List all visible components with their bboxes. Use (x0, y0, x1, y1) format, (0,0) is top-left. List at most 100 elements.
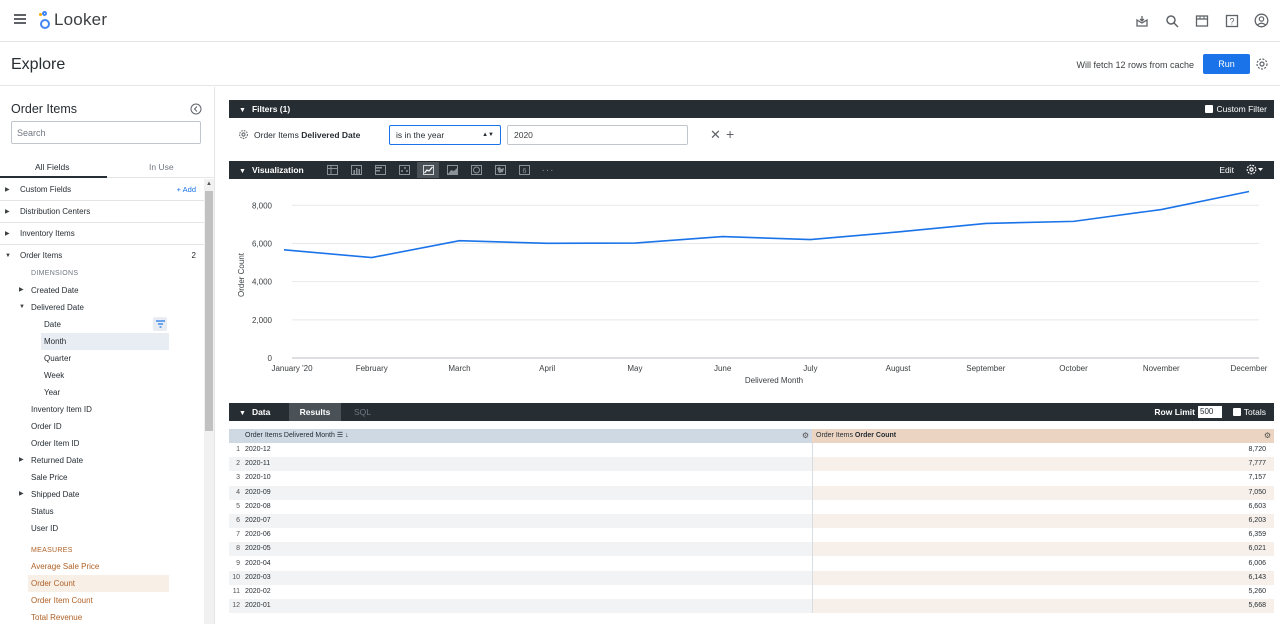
column-header-order-count[interactable]: Order Items Order Count ⚙ (812, 429, 1274, 443)
field-returned-date[interactable]: ▶ Returned Date (0, 452, 204, 469)
cell-order-count[interactable]: 6,359 (1248, 531, 1266, 539)
line-viz-icon[interactable] (417, 162, 439, 178)
data-bar[interactable]: ▼ Data Results SQL Row Limit 500 Totals (229, 403, 1274, 421)
cell-order-count[interactable]: 6,143 (1248, 573, 1266, 581)
filters-bar[interactable]: ▼ Filters (1) Custom Filter (229, 100, 1274, 118)
cell-delivered-month[interactable]: 2020-04 (245, 559, 271, 567)
cell-order-count[interactable]: 7,050 (1248, 488, 1266, 496)
cell-order-count[interactable]: 6,203 (1248, 517, 1266, 524)
field-user-id[interactable]: User ID (31, 524, 59, 533)
viz-settings-icon[interactable] (1246, 164, 1264, 177)
cell-delivered-month[interactable]: 2020-05 (245, 545, 271, 553)
collapse-icon[interactable] (190, 103, 202, 115)
looker-logo[interactable]: Looker (39, 10, 107, 30)
field-order-id[interactable]: Order ID (31, 422, 62, 431)
field-shipped-date[interactable]: ▶ Shipped Date (0, 486, 204, 503)
field-search-input[interactable]: Search (11, 121, 201, 144)
group-inventory-items[interactable]: ▶ Inventory Items (0, 223, 204, 245)
cell-delivered-month[interactable]: 2020-09 (245, 488, 271, 496)
search-placeholder: Search (17, 127, 46, 138)
field-order-item-count[interactable]: Order Item Count (31, 596, 93, 605)
checkbox[interactable] (1232, 408, 1241, 416)
edit-viz-button[interactable]: Edit (1219, 165, 1234, 175)
row-limit-input[interactable]: 500 (1198, 406, 1222, 418)
more-viz-icon[interactable]: ··· (541, 164, 555, 176)
search-icon[interactable] (1163, 12, 1180, 29)
cell-order-count[interactable]: 8,720 (1248, 446, 1266, 453)
cell-delivered-month[interactable]: 2020-02 (245, 588, 271, 595)
field-inventory-item-id[interactable]: Inventory Item ID (31, 405, 92, 414)
area-viz-icon[interactable] (441, 162, 463, 178)
cell-delivered-month[interactable]: 2020-03 (245, 573, 271, 581)
cell-order-count[interactable]: 6,021 (1248, 545, 1266, 553)
scroll-up-icon[interactable]: ▲ (206, 181, 212, 187)
add-custom-field-link[interactable]: + Add (176, 185, 196, 194)
sort-desc-icon[interactable]: ↓ (345, 432, 349, 439)
account-icon[interactable] (1253, 12, 1270, 29)
caret-down-icon: ▼ (5, 253, 11, 259)
add-filter-icon[interactable]: + (726, 126, 735, 142)
visualization-bar[interactable]: ▼ Visualization 6 ··· Edit (229, 161, 1274, 179)
map-viz-icon[interactable] (489, 162, 511, 178)
cell-order-count[interactable]: 7,157 (1248, 474, 1266, 482)
scroll-thumb[interactable] (205, 191, 213, 431)
explore-settings-icon[interactable] (1255, 57, 1269, 71)
help-icon[interactable]: ? (1223, 12, 1240, 29)
cell-order-count[interactable]: 6,006 (1248, 559, 1266, 567)
field-delivered-month[interactable]: Month (0, 333, 204, 350)
field-delivered-quarter[interactable]: Quarter (44, 354, 72, 363)
tab-in-use[interactable]: In Use (149, 162, 174, 172)
custom-filter-toggle[interactable]: Custom Filter (1205, 104, 1267, 114)
cell-delivered-month[interactable]: 2020-10 (245, 474, 271, 482)
cell-delivered-month[interactable]: 2020-08 (245, 502, 271, 510)
field-created-date[interactable]: ▶ Created Date (0, 282, 204, 299)
field-delivered-date[interactable]: ▼ Delivered Date (0, 299, 204, 316)
pie-viz-icon[interactable] (465, 162, 487, 178)
tab-results[interactable]: Results (289, 403, 341, 421)
cell-delivered-month[interactable]: 2020-06 (245, 531, 271, 539)
cell-delivered-month[interactable]: 2020-11 (245, 460, 271, 468)
marketplace-icon[interactable] (1133, 12, 1150, 29)
checkbox[interactable] (1205, 105, 1214, 113)
remove-filter-icon[interactable]: ✕ (710, 127, 721, 142)
cell-order-count[interactable]: 6,603 (1248, 502, 1266, 510)
filter-icon[interactable] (153, 317, 167, 331)
bar-viz-icon[interactable] (369, 162, 391, 178)
field-order-count[interactable]: Order Count (0, 575, 204, 592)
cell-delivered-month[interactable]: 2020-07 (245, 517, 271, 524)
column-viz-icon[interactable] (345, 162, 367, 178)
table-viz-icon[interactable] (321, 162, 343, 178)
field-delivered-week[interactable]: Week (44, 371, 65, 380)
scatter-viz-icon[interactable] (393, 162, 415, 178)
field-delivered-date-date[interactable]: Date (0, 316, 204, 333)
single-value-viz-icon[interactable]: 6 (513, 162, 535, 178)
group-distribution-centers[interactable]: ▶ Distribution Centers (0, 201, 204, 223)
cell-order-count[interactable]: 5,668 (1248, 602, 1266, 610)
filter-operator-select[interactable]: is in the year ▲▼ (389, 125, 501, 145)
store-icon[interactable] (1193, 12, 1210, 29)
field-status[interactable]: Status (31, 507, 54, 516)
column-gear-icon[interactable]: ⚙ (1263, 431, 1271, 440)
filter-gear-icon[interactable] (238, 129, 249, 143)
field-average-sale-price[interactable]: Average Sale Price (31, 562, 100, 571)
cell-order-count[interactable]: 7,777 (1248, 460, 1266, 468)
pivot-icon[interactable]: ☰ (336, 432, 344, 439)
group-order-items[interactable]: ▼ Order Items 2 (0, 246, 204, 266)
field-total-revenue[interactable]: Total Revenue (31, 613, 83, 622)
field-sale-price[interactable]: Sale Price (31, 473, 68, 482)
column-header-delivered-month[interactable]: Order Items Delivered Month ☰ ↓ ⚙ (229, 429, 812, 443)
field-order-item-id[interactable]: Order Item ID (31, 439, 80, 448)
cell-delivered-month[interactable]: 2020-12 (245, 446, 271, 453)
field-delivered-year[interactable]: Year (44, 388, 61, 397)
filter-value-input[interactable]: 2020 (507, 125, 688, 145)
sidebar-scrollbar[interactable]: ▲ (204, 179, 214, 624)
tab-sql[interactable]: SQL (354, 407, 372, 417)
menu-icon[interactable] (14, 14, 26, 24)
tab-all-fields[interactable]: All Fields (35, 162, 70, 172)
column-gear-icon[interactable]: ⚙ (801, 431, 809, 440)
run-button[interactable]: Run (1203, 54, 1250, 74)
cell-delivered-month[interactable]: 2020-01 (245, 602, 271, 610)
totals-toggle[interactable]: Totals (1232, 407, 1266, 417)
cell-order-count[interactable]: 5,260 (1248, 588, 1266, 595)
group-custom-fields[interactable]: ▶ Custom Fields + Add (0, 179, 204, 201)
